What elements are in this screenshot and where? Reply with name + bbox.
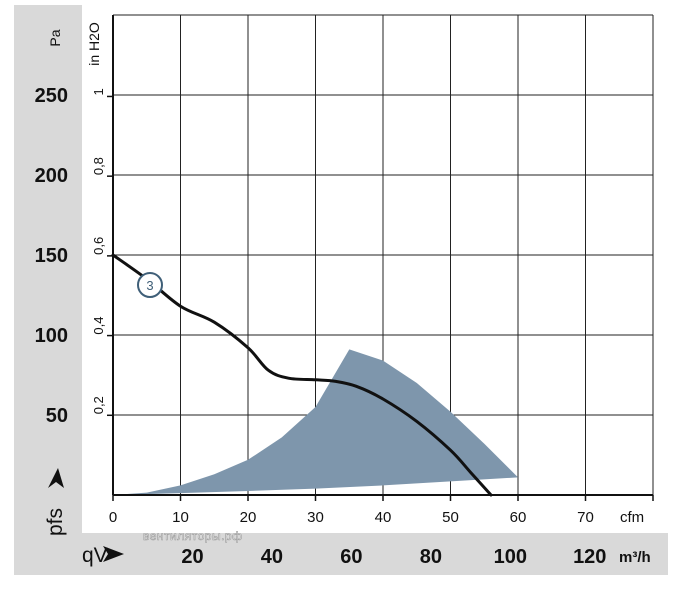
curve-3-marker: 3	[137, 272, 163, 298]
inh2o-tick-label: 0,2	[91, 396, 106, 414]
m3h-tick-label: 40	[261, 546, 283, 568]
m3h-tick-label: 20	[181, 546, 203, 568]
operating-range-area	[113, 349, 518, 495]
pa-tick-label: 250	[35, 85, 68, 107]
pa-tick-label: 100	[35, 325, 68, 347]
inh2o-tick-label: 0,8	[91, 157, 106, 175]
up-arrow-icon	[48, 468, 64, 488]
flow-axis-symbol: qV	[82, 544, 124, 567]
inh2o-tick-label: 1	[91, 88, 106, 95]
grid	[113, 14, 654, 495]
right-arrow-icon	[103, 546, 124, 562]
cfm-tick-label: 10	[172, 509, 189, 526]
m3h-tick-label: 120	[573, 546, 606, 568]
flow-symbol-text: qV	[82, 544, 108, 567]
cfm-tick-label: 30	[307, 509, 324, 526]
pa-tick-label: 50	[46, 405, 68, 427]
pa-tick-label: 200	[35, 165, 68, 187]
cfm-tick-label: 0	[109, 509, 117, 526]
cfm-tick-label: 50	[442, 509, 459, 526]
cfm-tick-label: 70	[577, 509, 594, 526]
cfm-tick-label: 60	[510, 509, 527, 526]
inh2o-unit-label: in H2O	[86, 22, 102, 66]
pa-unit-label: Pa	[47, 29, 63, 46]
cfm-tick-label: 40	[375, 509, 392, 526]
curve-3-line	[111, 253, 493, 497]
curve-3-marker-circle	[137, 272, 163, 298]
m3h-tick-label: 80	[420, 546, 442, 568]
left-axis-panel	[14, 5, 82, 575]
cfm-tick-label: 20	[240, 509, 257, 526]
inh2o-tick-label: 0,4	[91, 317, 106, 335]
pa-tick-label: 150	[35, 245, 68, 267]
curve-3-marker-label: 3	[146, 278, 153, 293]
cfm-unit-label: cfm	[620, 509, 644, 526]
m3h-unit-label: m³/h	[619, 549, 651, 566]
pressure-symbol-text: pfs	[44, 508, 67, 536]
pressure-axis-symbol: pfs	[44, 468, 67, 536]
watermark: вентиляторы.рф	[143, 529, 242, 543]
m3h-tick-label: 100	[494, 546, 527, 568]
inh2o-tick-label: 0,6	[91, 237, 106, 255]
m3h-tick-label: 60	[340, 546, 362, 568]
